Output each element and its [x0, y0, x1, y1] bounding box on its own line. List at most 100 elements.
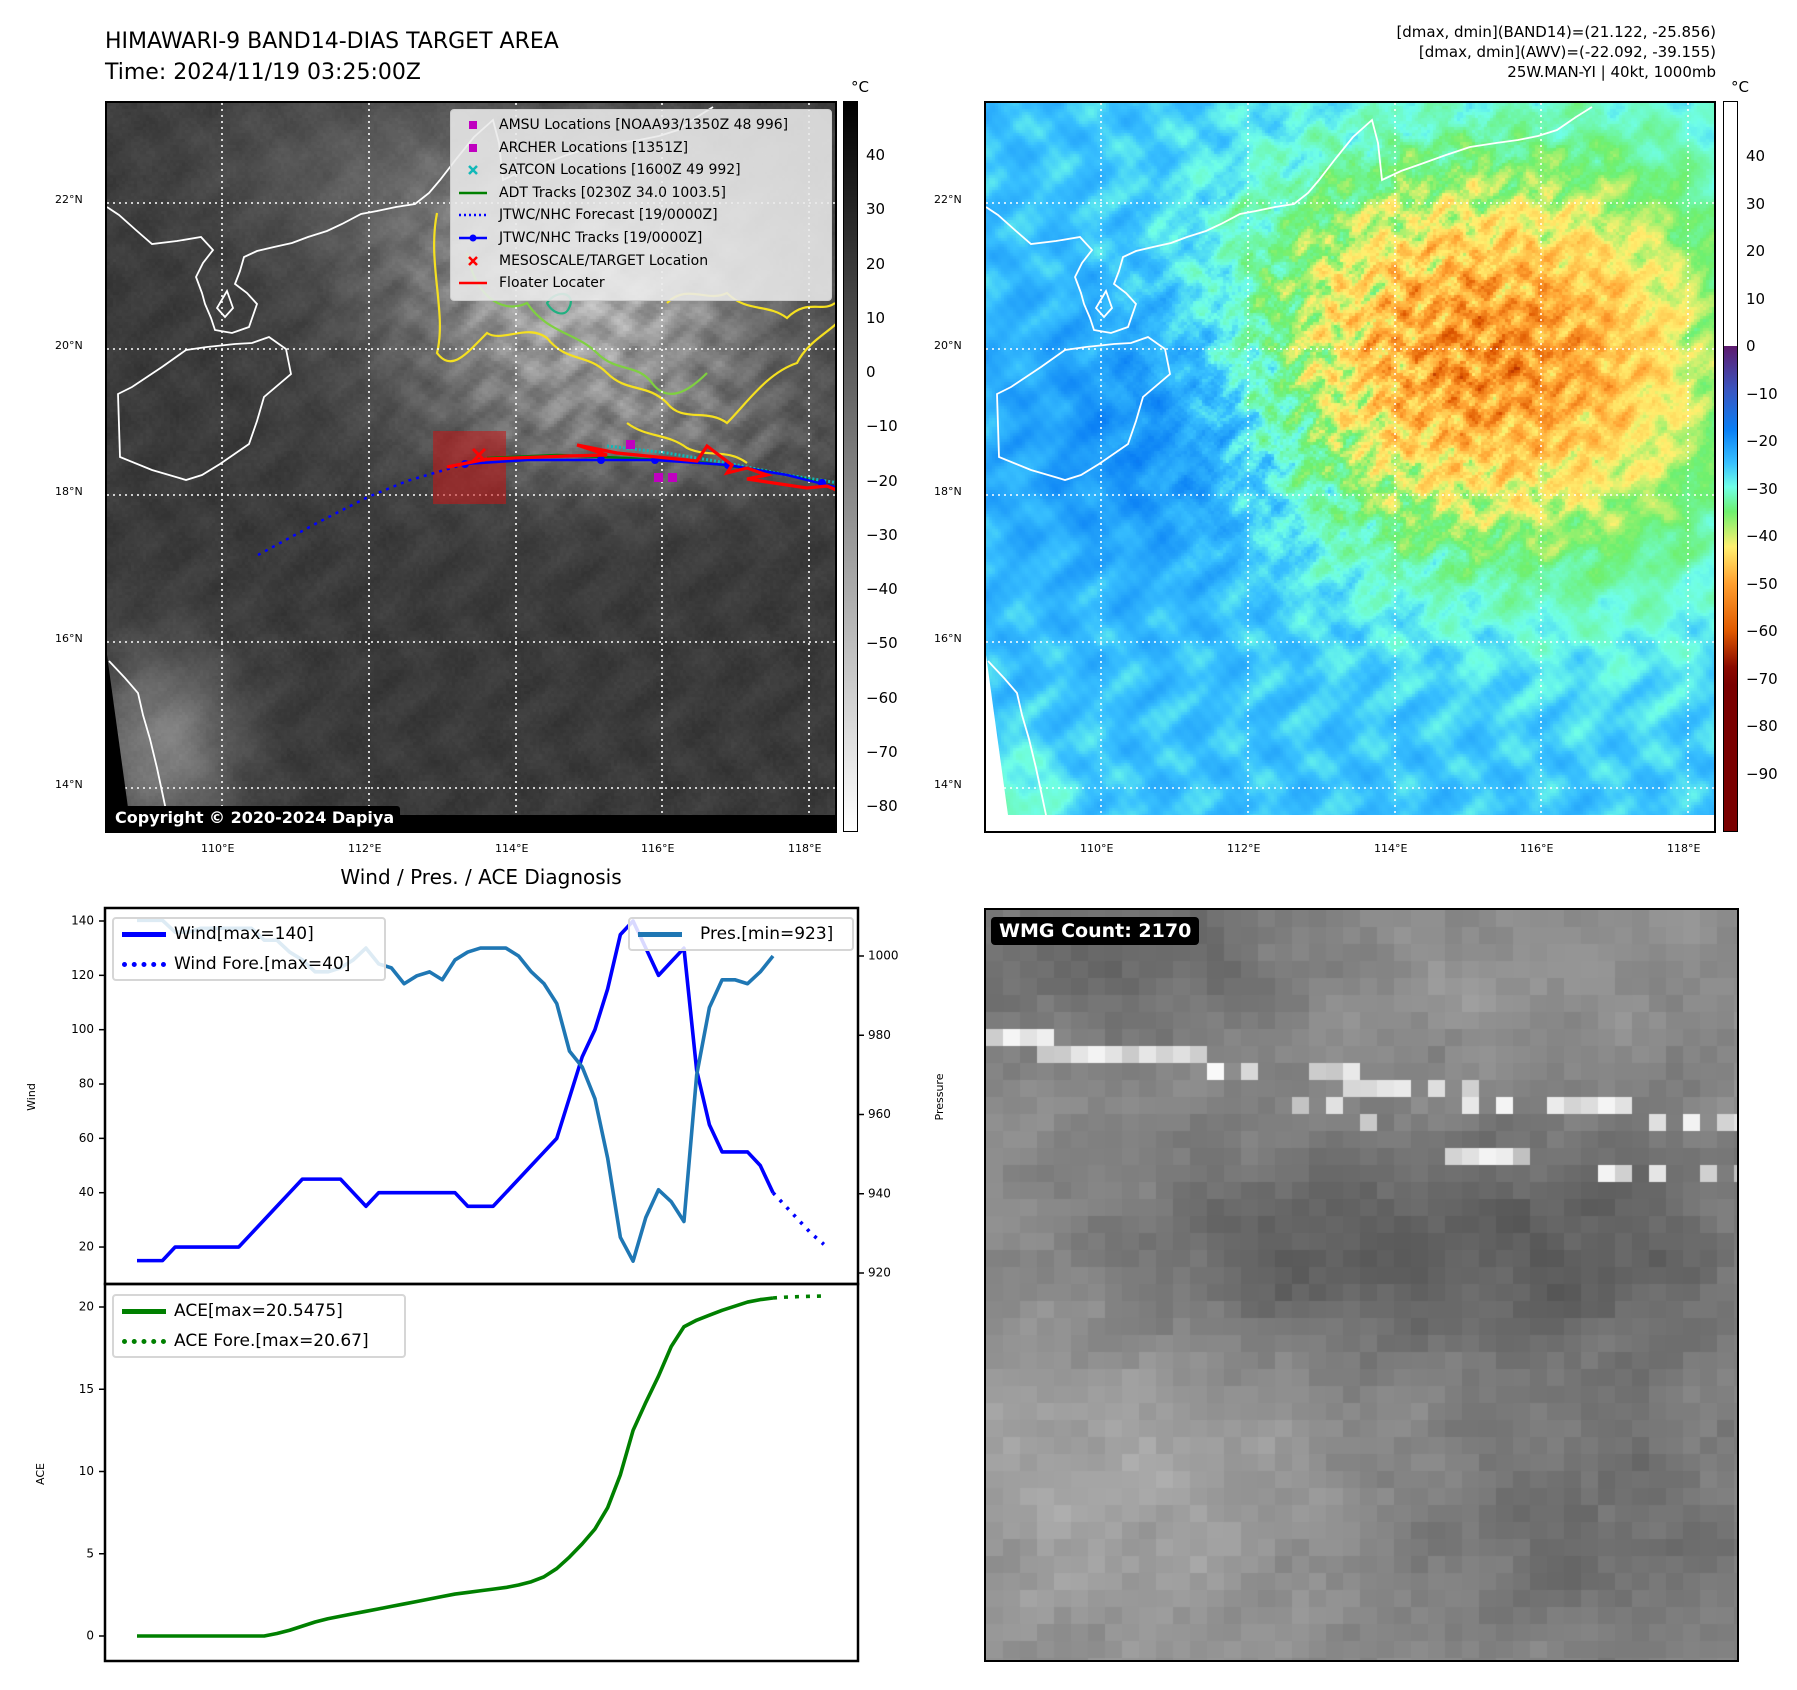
- colorbar-tick-label: −10: [866, 417, 898, 436]
- legend-line-marker: [459, 276, 487, 290]
- legend-swatch: [122, 1309, 166, 1314]
- longitude-label: 118°E: [788, 842, 822, 855]
- latitude-label: 20°N: [934, 339, 962, 352]
- data-gap-left: [986, 655, 1008, 815]
- ace-legend: ACE[max=20.5475] ACE Fore.[max=20.67]: [112, 1294, 406, 1358]
- latitude-label: 22°N: [934, 193, 962, 206]
- wind-axis-label: Wind: [25, 1083, 38, 1111]
- ace-tick-label: 15: [79, 1382, 94, 1396]
- ace-series-line: [137, 1296, 774, 1638]
- legend-square-marker: [459, 118, 487, 132]
- longitude-label: 112°E: [1227, 842, 1261, 855]
- legend-x-marker: [459, 163, 487, 177]
- colorbar-tick-label: −20: [866, 471, 898, 490]
- colorbar-tick-label: 0: [1746, 337, 1756, 355]
- legend-ace-forecast: ACE Fore.[max=20.67]: [114, 1326, 404, 1356]
- copyright-notice: Copyright © 2020-2024 Dapiya: [109, 806, 401, 829]
- ace-tick-label: 20: [79, 1300, 94, 1314]
- longitude-label: 110°E: [201, 842, 235, 855]
- legend-label: ADT Tracks [0230Z 34.0 1003.5]: [499, 184, 726, 201]
- pressure-tick-label: 940: [868, 1186, 891, 1200]
- wmg-imagery: [986, 910, 1737, 1660]
- colorbar-tick-label: −70: [1746, 669, 1778, 688]
- longitude-label: 112°E: [348, 842, 382, 855]
- colorbar-tick-label: 40: [866, 146, 886, 164]
- latitude-label: 14°N: [55, 778, 83, 791]
- wind-tick-label: 140: [71, 914, 94, 928]
- awv-range: [dmax, dmin](AWV)=(-22.092, -39.155): [1418, 43, 1716, 61]
- longitude-label: 116°E: [1520, 842, 1554, 855]
- pressure-tick-label: 980: [868, 1028, 891, 1042]
- jtwc-forecast-track: [257, 462, 466, 557]
- awv-imagery: [986, 103, 1714, 831]
- pressure-tick-label: 1000: [868, 949, 899, 963]
- colorbar-tick-label: −20: [1746, 432, 1778, 450]
- pressure-legend: Pres.[min=923]: [628, 917, 854, 951]
- ace-forecast-line: [772, 1294, 824, 1300]
- latitude-label: 16°N: [55, 632, 83, 645]
- colorbar-tick-label: −40: [1746, 527, 1778, 545]
- legend-swatch: [122, 1339, 166, 1344]
- legend-label: MESOSCALE/TARGET Location: [499, 252, 709, 269]
- colorbar-tick-label: −80: [866, 797, 898, 815]
- colorbar-tick-label: −10: [1746, 384, 1778, 403]
- latitude-label: 18°N: [55, 485, 83, 498]
- wind-tick-label: 60: [79, 1131, 94, 1145]
- map-overlay: [986, 103, 1714, 831]
- ace-axis-label: ACE: [34, 1463, 47, 1485]
- data-gap-bottom: [986, 815, 1714, 831]
- wind-tick-label: 20: [79, 1240, 94, 1254]
- latitude-label: 20°N: [55, 339, 83, 352]
- target-location-marker: [471, 447, 487, 463]
- legend-label: Floater Locater: [499, 275, 605, 292]
- graticule: [986, 103, 1714, 831]
- ace-tick-label: 5: [86, 1546, 94, 1560]
- colorbar-tick-label: −50: [866, 634, 898, 653]
- colorbar-tick-label: 30: [1746, 194, 1766, 213]
- chart-title: Wind / Pres. / ACE Diagnosis: [340, 865, 622, 889]
- storm-info: [dmax, dmin](BAND14)=(21.122, -25.856) […: [1396, 22, 1716, 82]
- colorbar-tick-label: −40: [866, 580, 898, 598]
- map-legend: AMSU Locations [NOAA93/1350Z 48 996] ARCH…: [450, 109, 832, 301]
- ace-tick-label: 10: [79, 1464, 94, 1478]
- longitude-label: 118°E: [1667, 842, 1701, 855]
- pressure-tick-label: 960: [868, 1107, 891, 1121]
- latitude-label: 22°N: [55, 193, 83, 206]
- colorbar-tick-label: −60: [1746, 622, 1778, 640]
- legend-swatch: [638, 932, 682, 937]
- storm-status: 25W.MAN-YI | 40kt, 1000mb: [1507, 63, 1716, 81]
- wind-tick-label: 120: [71, 968, 94, 982]
- wind-tick-label: 80: [79, 1077, 94, 1091]
- legend-wind-forecast: Wind Fore.[max=40]: [114, 949, 384, 979]
- longitude-label: 114°E: [495, 842, 529, 855]
- colorbar-tick-label: 20: [1746, 242, 1766, 260]
- colorbar-tick-label: 0: [866, 363, 876, 381]
- legend-ace: ACE[max=20.5475]: [114, 1296, 404, 1326]
- timestamp: Time: 2024/11/19 03:25:00Z: [105, 60, 421, 85]
- legend-label: JTWC/NHC Tracks [19/0000Z]: [499, 230, 703, 246]
- colorbar-tick-label: −60: [866, 688, 898, 707]
- pressure-axis-label: Pressure: [933, 1073, 946, 1120]
- legend-x-marker: [459, 254, 487, 268]
- colorbar-tick-label: 10: [1746, 289, 1766, 308]
- wind-legend: Wind[max=140] Wind Fore.[max=40]: [112, 917, 386, 981]
- wind-tick-label: 100: [71, 1022, 94, 1036]
- legend-label: SATCON Locations [1600Z 49 992]: [499, 162, 741, 179]
- band14-range: [dmax, dmin](BAND14)=(21.122, -25.856): [1396, 23, 1716, 41]
- wmg-count-label: WMG Count: 2170: [991, 917, 1200, 945]
- longitude-label: 114°E: [1374, 842, 1408, 855]
- legend-pressure: Pres.[min=923]: [630, 919, 852, 949]
- wind-forecast-line: [771, 1191, 826, 1246]
- legend-label: AMSU Locations [NOAA93/1350Z 48 996]: [499, 117, 789, 133]
- colorbar-tick-label: 20: [866, 254, 886, 273]
- floater-locater-track: [446, 443, 835, 492]
- awv-map: [984, 101, 1716, 833]
- latitude-label: 16°N: [934, 632, 962, 645]
- colorbar-tick-label: −70: [866, 742, 898, 761]
- colorbar-tick-label: 10: [866, 308, 886, 327]
- pressure-tick-label: 920: [868, 1266, 891, 1280]
- figure-title: HIMAWARI-9 BAND14-DIAS TARGET AREA Time:…: [105, 26, 559, 88]
- longitude-label: 116°E: [641, 842, 675, 855]
- legend-line-marker: [459, 186, 487, 200]
- data-gap-left: [107, 655, 129, 815]
